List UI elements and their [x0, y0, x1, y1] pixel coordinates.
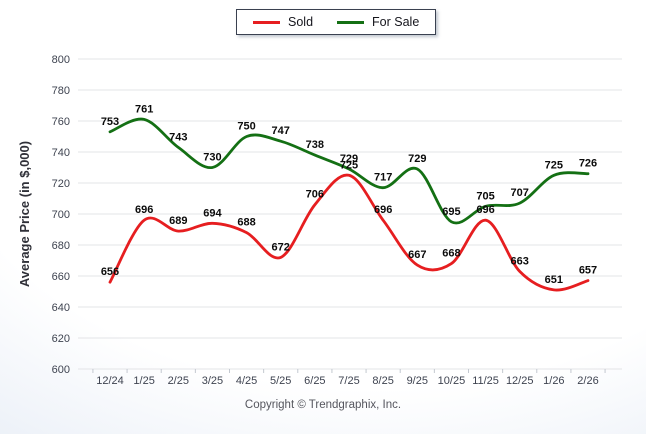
y-tick-label: 640 [52, 302, 70, 314]
x-tick-label: 6/25 [304, 375, 325, 387]
data-label-for-sale: 717 [374, 172, 392, 184]
y-tick-label: 720 [52, 178, 70, 190]
data-label-for-sale: 726 [579, 158, 597, 170]
data-label-sold: 651 [545, 274, 563, 286]
copyright-text: Copyright © Trendgraphix, Inc. [244, 399, 402, 411]
data-label-sold: 696 [374, 204, 392, 216]
price-chart: 800 780 760 740 720 700 680 660 640 620 600 12/24 1/… [17, 54, 622, 387]
x-tick-label: 4/25 [236, 375, 257, 387]
y-tick-label: 740 [52, 147, 70, 159]
data-label-sold: 667 [408, 249, 426, 261]
legend: Sold For Sale [236, 9, 437, 35]
x-tick-label: 11/25 [472, 375, 499, 387]
x-tick-label: 9/25 [407, 375, 428, 387]
data-label-sold: 656 [101, 266, 119, 278]
data-label-sold: 706 [306, 189, 324, 201]
data-label-for-sale: 705 [476, 190, 494, 202]
series-line-for-sale [108, 117, 590, 225]
data-label-for-sale: 725 [545, 159, 563, 171]
y-tick-label: 800 [52, 54, 70, 66]
y-tick-label: 680 [52, 240, 70, 252]
data-label-for-sale: 730 [203, 152, 221, 164]
data-label-for-sale: 729 [408, 153, 426, 165]
data-label-sold: 668 [442, 248, 460, 260]
legend-item-sold: Sold [253, 16, 313, 29]
x-tick-label: 2/25 [168, 375, 189, 387]
x-tick-label: 8/25 [372, 375, 393, 387]
data-label-for-sale: 738 [306, 139, 324, 151]
data-label-sold: 688 [237, 217, 255, 229]
sold-line-swatch [253, 20, 280, 24]
data-label-for-sale: 729 [340, 153, 358, 165]
x-tick-label: 1/26 [543, 375, 564, 387]
data-label-sold: 694 [203, 207, 222, 219]
data-label-sold: 696 [135, 204, 153, 216]
y-tick-label: 660 [52, 271, 70, 283]
data-label-for-sale: 707 [511, 187, 529, 199]
y-tick-label: 700 [52, 209, 70, 221]
series-line-sold [108, 173, 590, 292]
x-tick-label: 10/25 [438, 375, 466, 387]
data-label-sold: 696 [476, 204, 494, 216]
data-label-sold: 689 [169, 215, 187, 227]
y-tick-label: 760 [52, 116, 70, 128]
x-tick-label: 12/24 [96, 375, 124, 387]
for-sale-line-swatch [337, 20, 365, 24]
data-label-for-sale: 695 [442, 206, 460, 218]
x-tick-label: 5/25 [270, 375, 291, 387]
x-tick-label: 3/25 [202, 375, 223, 387]
data-label-for-sale: 750 [237, 121, 255, 133]
data-label-sold: 663 [511, 255, 529, 267]
data-label-for-sale: 747 [272, 125, 290, 137]
x-tick-label: 1/25 [133, 375, 154, 387]
data-label-for-sale: 743 [169, 131, 187, 143]
y-tick-label: 600 [52, 364, 70, 376]
data-label-for-sale: 761 [135, 103, 153, 115]
y-axis-title: Average Price (in $,000) [17, 141, 32, 287]
y-tick-label: 780 [52, 85, 70, 97]
x-tick-label: 7/25 [338, 375, 359, 387]
data-label-sold: 657 [579, 265, 597, 277]
data-label-sold: 725 [340, 159, 358, 171]
legend-label-sold: Sold [288, 14, 314, 29]
x-tick-label: 12/25 [506, 375, 534, 387]
data-label-for-sale: 753 [101, 116, 119, 128]
legend-label-for-sale: For Sale [372, 14, 420, 29]
y-tick-label: 620 [52, 333, 70, 345]
data-label-sold: 672 [272, 241, 290, 253]
legend-item-for-sale: For Sale [337, 16, 419, 29]
x-tick-label: 2/26 [577, 375, 598, 387]
